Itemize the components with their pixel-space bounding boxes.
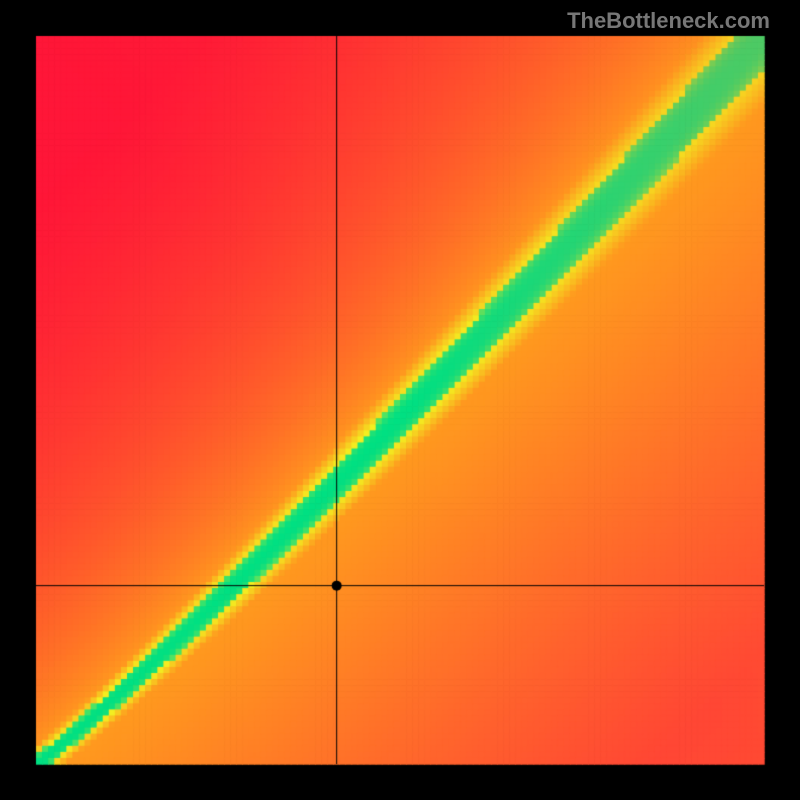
bottleneck-heatmap (0, 0, 800, 800)
chart-container: TheBottleneck.com (0, 0, 800, 800)
watermark-text: TheBottleneck.com (567, 8, 770, 34)
